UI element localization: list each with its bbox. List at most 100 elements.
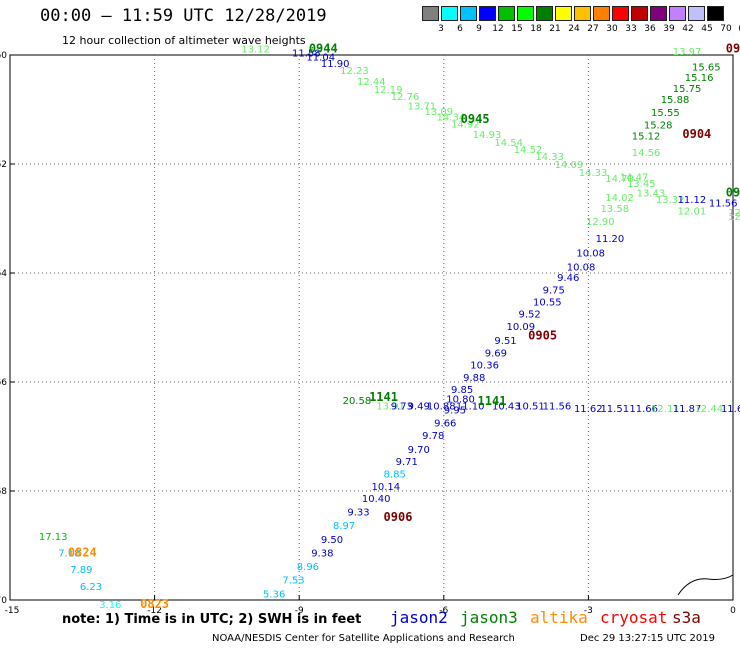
swh-value-label: 9.66: [434, 419, 456, 430]
swh-value-label: 6.23: [80, 582, 102, 593]
swh-value-label: 15.55: [651, 108, 680, 119]
swh-value-label: 10.43: [492, 401, 521, 412]
swh-value-label: 10.08: [567, 262, 596, 273]
swh-value-label: 11.56: [543, 401, 572, 412]
colorbar-swatch: [650, 6, 667, 21]
colorbar-swatch: [498, 6, 515, 21]
swh-value-label: 13.97: [673, 47, 702, 58]
swh-value-label: 11.87: [673, 404, 702, 415]
swh-value-label: 12.39: [728, 208, 740, 219]
chart-title: 00:00 – 11:59 UTC 12/28/2019: [40, 6, 327, 26]
colorbar-label: 36: [644, 24, 656, 34]
swh-value-label: 10.36: [470, 360, 499, 371]
x-tick-label: 0: [730, 606, 736, 616]
pass-time-label: 09: [726, 186, 740, 200]
x-tick-label: -3: [584, 606, 593, 616]
swh-value-label: 13.43: [637, 189, 666, 200]
swh-value-label: 8.97: [333, 521, 355, 532]
swh-value-label: 11.56: [709, 199, 738, 210]
pass-time-label: 0906: [384, 510, 413, 524]
pass-time-label: 09: [726, 41, 740, 55]
swh-value-label: 12.11: [651, 404, 680, 415]
swh-value-label: 8.96: [297, 562, 319, 573]
swh-value-label: 11.04: [306, 52, 335, 63]
swh-value-label: 9.75: [543, 286, 565, 297]
swh-value-label: 11.10: [456, 401, 485, 412]
swh-value-label: 12.30: [728, 212, 740, 223]
footer-note: note: 1) Time is in UTC; 2) SWH is in fe…: [62, 612, 362, 627]
swh-value-label: 7.53: [282, 576, 304, 587]
colorbar-swatch: [707, 6, 724, 21]
swh-value-label: 14.54: [494, 138, 523, 149]
swh-value-label: 11.20: [596, 234, 625, 245]
chart-subtitle: 12 hour collection of altimeter wave hei…: [62, 34, 306, 47]
colorbar-swatch: [479, 6, 496, 21]
colorbar-swatch: [441, 6, 458, 21]
swh-value-label: 14.93: [473, 130, 502, 141]
swh-value-label: 9.52: [519, 310, 541, 321]
swh-value-label: 11.66: [629, 404, 658, 415]
swh-value-label: 9.51: [494, 336, 516, 347]
swh-value-label: 17.13: [39, 532, 68, 543]
swh-value-label: 11.51: [600, 404, 629, 415]
swh-value-label: 9.38: [311, 548, 333, 559]
swh-value-label: 14.56: [632, 148, 661, 159]
swh-value-label: 3.16: [99, 600, 121, 611]
swh-value-label: 11.90: [321, 59, 350, 70]
pass-time-label: 1141: [478, 394, 507, 408]
swh-value-label: 15.88: [661, 95, 690, 106]
swh-value-label: 7.89: [70, 565, 92, 576]
swh-value-label: 12.19: [374, 85, 403, 96]
swh-value-label: 10.51: [516, 401, 545, 412]
swh-value-label: 11.12: [678, 195, 707, 206]
x-tick-label: -15: [5, 606, 20, 616]
colorbar-label: 3: [438, 24, 444, 34]
swh-value-label: 13.45: [627, 179, 656, 190]
swh-value-label: 5.36: [263, 589, 285, 600]
colorbar-label: 18: [530, 24, 542, 34]
swh-value-label: 13.91: [376, 401, 405, 412]
swh-value-label: 20.58: [343, 396, 372, 407]
colorbar-swatch: [536, 6, 553, 21]
colorbar-swatch: [555, 6, 572, 21]
swh-value-label: 9.88: [463, 373, 485, 384]
pass-time-label: 0905: [528, 328, 557, 342]
swh-value-label: 14.92: [451, 119, 480, 130]
swh-value-label: 9.49: [408, 401, 430, 412]
swh-value-label: 12.90: [586, 217, 615, 228]
y-tick-label: -70: [0, 596, 7, 606]
swh-value-label: 8.85: [384, 469, 406, 480]
colorbar-label: (ft): [738, 24, 740, 34]
swh-value-label: 13.32: [656, 195, 685, 206]
colorbar-label: 9: [476, 24, 482, 34]
swh-value-label: 15.75: [673, 84, 702, 95]
x-tick-label: -9: [295, 606, 304, 616]
swh-value-label: 9.46: [557, 273, 579, 284]
swh-value-label: 14.02: [605, 193, 634, 204]
swh-value-label: 14.33: [535, 152, 564, 163]
swh-value-label: 9.78: [422, 431, 444, 442]
generated-timestamp: Dec 29 13:27:15 UTC 2019: [580, 633, 715, 644]
x-tick-label: -12: [147, 606, 162, 616]
swh-value-label: 12.44: [357, 77, 386, 88]
colorbar-label: 33: [625, 24, 637, 34]
swh-value-label: 10.14: [372, 482, 401, 493]
pass-time-label: 0824: [68, 545, 97, 559]
swh-value-label: 15.28: [644, 121, 673, 132]
y-tick-label: -68: [0, 487, 7, 497]
colorbar-label: 27: [587, 24, 599, 34]
swh-value-label: 11.62: [574, 404, 603, 415]
colorbar-swatch: [517, 6, 534, 21]
x-tick-label: -6: [439, 606, 448, 616]
swh-value-label: 9.73: [391, 401, 413, 412]
swh-value-label: 14.47: [620, 172, 649, 183]
pass-time-label: 0823: [140, 597, 169, 611]
swh-value-label: 13.71: [408, 102, 437, 113]
swh-value-label: 14.70: [605, 174, 634, 185]
y-tick-label: -60: [0, 51, 7, 61]
swh-value-label: 14.52: [514, 145, 543, 156]
swh-value-label: 15.65: [692, 62, 721, 73]
colorbar-label: 39: [663, 24, 675, 34]
swh-value-label: 15.16: [685, 73, 714, 84]
